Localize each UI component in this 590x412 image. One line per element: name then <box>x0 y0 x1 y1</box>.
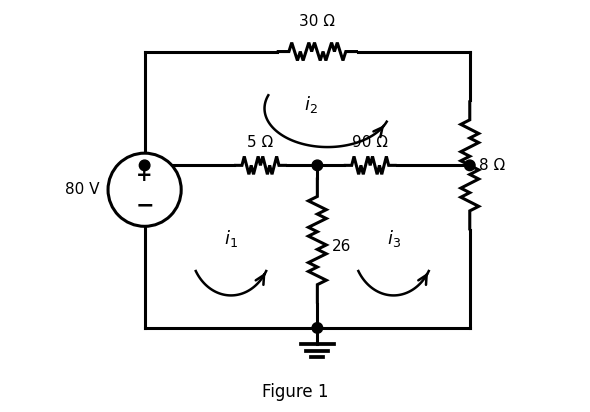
Text: 90 Ω: 90 Ω <box>352 135 388 150</box>
Text: 8 Ω: 8 Ω <box>478 158 505 173</box>
Text: +: + <box>136 166 153 185</box>
Text: 5 Ω: 5 Ω <box>247 135 274 150</box>
Circle shape <box>312 323 323 333</box>
Text: Figure 1: Figure 1 <box>262 383 328 401</box>
Text: 30 Ω: 30 Ω <box>299 14 335 29</box>
Text: 26: 26 <box>332 239 351 254</box>
Text: −: − <box>135 195 154 215</box>
Text: $i_2$: $i_2$ <box>304 94 318 115</box>
Text: 80 V: 80 V <box>65 182 100 197</box>
Text: $i_3$: $i_3$ <box>386 228 401 249</box>
Circle shape <box>108 153 181 226</box>
Text: $i_1$: $i_1$ <box>224 228 238 249</box>
Circle shape <box>312 160 323 171</box>
Circle shape <box>139 160 150 171</box>
Circle shape <box>464 160 475 171</box>
